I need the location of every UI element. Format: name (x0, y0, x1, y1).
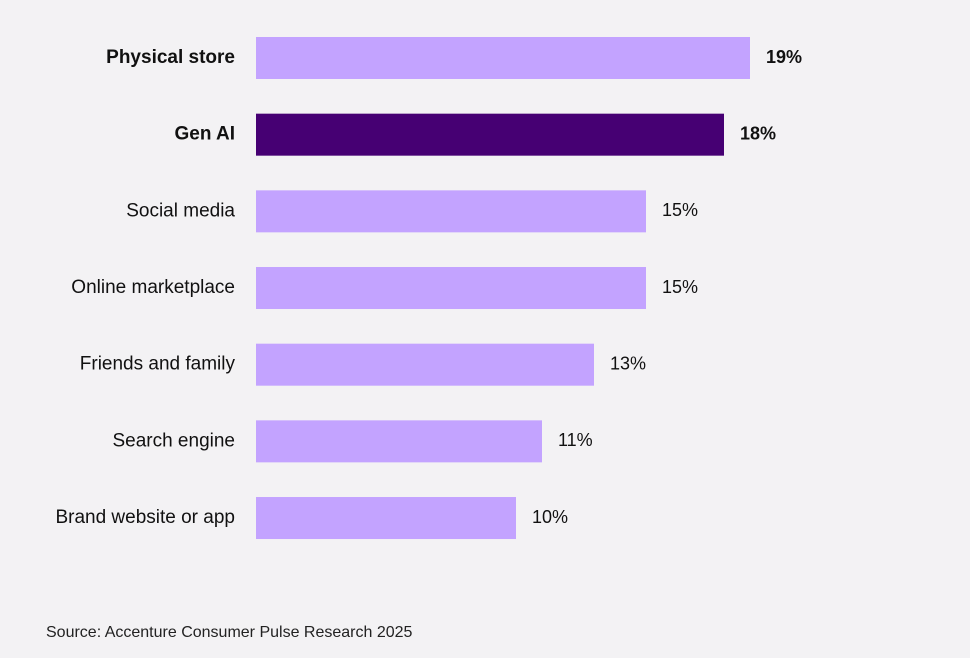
bar-friends-and-family (256, 343, 594, 386)
source-note: Source: Accenture Consumer Pulse Researc… (46, 624, 413, 641)
value-label-physical-store: 19% (766, 47, 802, 67)
category-label-friends-and-family: Friends and family (80, 354, 236, 375)
value-label-online-marketplace: 15% (662, 277, 698, 297)
value-label-friends-and-family: 13% (610, 353, 646, 373)
category-label-search-engine: Search engine (112, 430, 235, 451)
bar-online-marketplace (256, 267, 646, 310)
category-label-online-marketplace: Online marketplace (71, 277, 235, 298)
category-label-physical-store: Physical store (106, 47, 235, 68)
bar-gen-ai (256, 113, 724, 156)
value-label-social-media: 15% (662, 200, 698, 220)
value-label-search-engine: 11% (558, 430, 593, 450)
category-label-social-media: Social media (126, 200, 235, 221)
value-label-brand-website-or-app: 10% (532, 507, 568, 527)
value-label-gen-ai: 18% (740, 123, 776, 143)
bar-social-media (256, 190, 646, 233)
bar-physical-store (256, 37, 750, 79)
bar-chart: Physical store 19% Gen AI 18% Social media 15… (55, 37, 802, 540)
category-label-brand-website-or-app: Brand website or app (55, 507, 235, 528)
bar-brand-website-or-app (256, 497, 516, 540)
category-label-gen-ai: Gen AI (174, 124, 235, 145)
bar-search-engine (256, 420, 542, 463)
